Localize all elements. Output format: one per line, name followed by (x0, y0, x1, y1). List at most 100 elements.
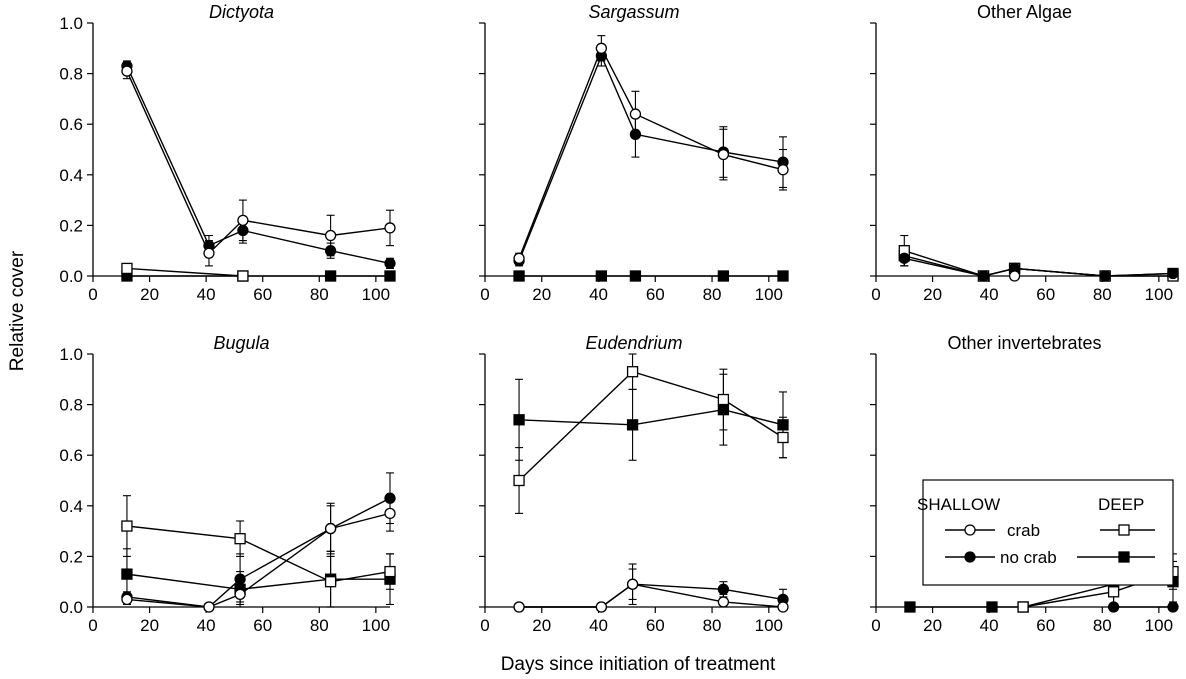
point-square-filled (717, 270, 730, 282)
panel-title: Other invertebrates (947, 333, 1101, 353)
point-circle-filled (1167, 601, 1179, 613)
point-circle-open (595, 42, 608, 54)
x-tick-label: 100 (1145, 285, 1173, 304)
y-tick-label: 0.6 (59, 446, 83, 465)
point-square-open (1017, 601, 1029, 613)
x-tick-label: 100 (755, 616, 783, 635)
point-square-open (1107, 586, 1120, 598)
point-square-filled (777, 419, 789, 431)
panel-title: Eudendrium (585, 333, 682, 353)
y-axis-label: Relative cover (7, 250, 28, 371)
y-tick-label: 1.0 (59, 14, 83, 33)
panel-title: Sargassum (588, 2, 679, 22)
point-circle-open (629, 108, 642, 120)
x-tick-label: 0 (871, 285, 880, 304)
point-square-open (777, 431, 789, 444)
series-line (904, 250, 1173, 277)
point-circle-open (777, 601, 789, 613)
point-circle-open (777, 164, 789, 176)
x-tick-label: 40 (980, 285, 999, 304)
x-tick-label: 0 (480, 616, 489, 635)
point-square-filled (121, 568, 133, 580)
point-circle-filled (717, 583, 730, 595)
y-tick-label: 0.2 (59, 216, 83, 235)
x-tick-label: 20 (532, 285, 551, 304)
point-square-filled (986, 601, 998, 613)
x-tick-label: 80 (1093, 616, 1112, 635)
point-circle-open (203, 247, 215, 259)
point-circle-open (513, 601, 525, 613)
series-line (519, 583, 784, 608)
point-circle-filled (629, 128, 642, 140)
point-square-open (237, 270, 249, 282)
series-line (519, 408, 784, 426)
series-line (126, 573, 390, 591)
point-square-open (121, 520, 133, 532)
x-tick-label: 0 (871, 616, 880, 635)
point-circle-filled (1099, 270, 1111, 282)
legend-deep-label: DEEP (1098, 495, 1144, 514)
point-square-filled (777, 270, 789, 282)
x-tick-label: 40 (197, 285, 216, 304)
x-tick-label: 60 (253, 285, 272, 304)
point-square-filled (626, 419, 639, 431)
point-circle-filled (977, 270, 990, 282)
x-tick-label: 100 (362, 285, 390, 304)
y-tick-label: 0.4 (59, 166, 83, 185)
point-circle-open (1008, 270, 1021, 282)
point-square-open (324, 576, 337, 588)
y-tick-label: 0.2 (59, 547, 83, 566)
x-tick-label: 60 (646, 616, 665, 635)
point-circle-filled (234, 573, 246, 585)
panels-layer: 0 20 40 60 80 100 0.0 0.2 0.4 0.6 0.8 1.0 Dictyota 0 2… (59, 2, 1179, 635)
panel-title: Bugula (213, 333, 269, 353)
point-square-open (717, 393, 730, 406)
point-circle-open (324, 522, 337, 535)
point-circle-filled (1167, 267, 1179, 280)
point-circle-open (513, 252, 525, 264)
point-circle-filled (384, 492, 396, 504)
point-circle-filled (1107, 601, 1120, 613)
point-circle-open (384, 507, 396, 520)
x-tick-label: 20 (140, 616, 159, 635)
point-circle-open (717, 148, 730, 161)
x-tick-label: 80 (310, 616, 329, 635)
point-circle-filled (384, 257, 396, 270)
point-circle-filled (324, 245, 337, 257)
y-tick-label: 0.0 (59, 267, 83, 286)
panel-0: 0 20 40 60 80 100 0.0 0.2 0.4 0.6 0.8 1.0 Dictyota (59, 2, 396, 304)
point-square-open (234, 533, 246, 545)
point-square-open (384, 565, 396, 578)
point-square-filled (324, 270, 337, 282)
point-circle-open (626, 578, 639, 590)
x-tick-label: 80 (703, 285, 722, 304)
x-tick-label: 40 (589, 285, 608, 304)
x-tick-label: 0 (480, 285, 489, 304)
x-tick-label: 80 (310, 285, 329, 304)
x-axis-label: Days since initiation of treatment (501, 654, 776, 675)
x-tick-label: 80 (1093, 285, 1112, 304)
y-tick-label: 1.0 (59, 345, 83, 364)
x-tick-label: 100 (1145, 616, 1173, 635)
point-circle-open (203, 601, 215, 613)
point-square-filled (904, 601, 916, 613)
x-tick-label: 0 (88, 616, 97, 635)
panel-2: 0 20 40 60 80 100 Other Algae (870, 2, 1179, 304)
legend: SHALLOW DEEP crab no crab (917, 479, 1174, 586)
legend-circle-filled-marker (964, 551, 976, 563)
point-square-filled (513, 414, 525, 426)
y-tick-label: 0.8 (59, 65, 83, 84)
point-circle-open (324, 229, 337, 242)
x-tick-label: 100 (362, 616, 390, 635)
x-tick-label: 60 (253, 616, 272, 635)
x-tick-label: 100 (755, 285, 783, 304)
point-circle-open (234, 588, 246, 600)
legend-shallow-label: SHALLOW (917, 495, 1000, 514)
series-line (126, 70, 391, 255)
point-circle-open (595, 601, 608, 613)
series-line (518, 46, 784, 259)
x-tick-label: 40 (197, 616, 216, 635)
point-circle-filled (237, 224, 249, 237)
point-circle-open (384, 222, 396, 234)
